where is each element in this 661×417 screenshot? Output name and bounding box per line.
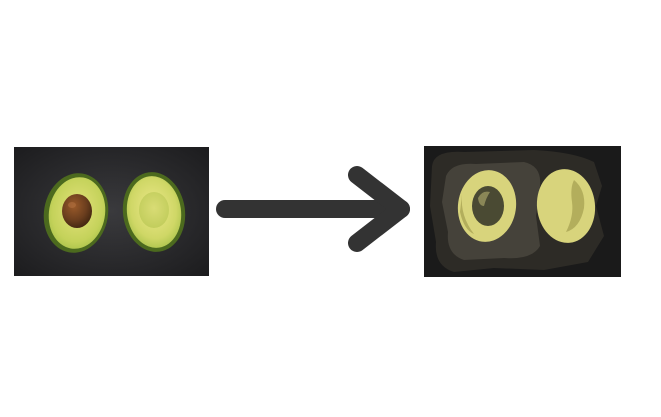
transform-arrow — [215, 165, 415, 253]
avocado-pit — [62, 194, 92, 228]
poster-flesh-right — [536, 169, 596, 243]
posterized-avocado-svg — [424, 146, 621, 277]
arrow-head — [348, 166, 410, 252]
poster-cavity-shade — [566, 180, 585, 232]
original-avocado-image — [14, 147, 209, 276]
posterized-avocado-image — [424, 146, 621, 277]
arrow-icon — [216, 166, 410, 252]
pit-cavity — [139, 192, 169, 228]
pit-highlight — [68, 202, 76, 208]
poster-pit-highlight — [478, 191, 490, 206]
original-avocado-svg — [14, 147, 209, 276]
poster-flesh-shade-left — [460, 194, 474, 234]
